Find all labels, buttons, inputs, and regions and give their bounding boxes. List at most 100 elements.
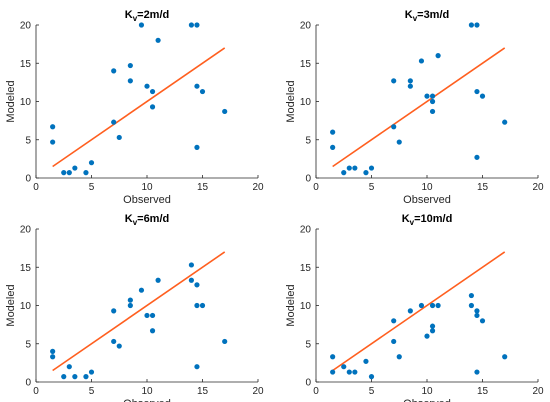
title-rest: =10m/d — [414, 213, 452, 225]
data-point — [194, 302, 200, 309]
panel-1: Kv=2m/d 0 5 10 15 20 0 5 10 15 20 Observed Modeled — [5, 9, 264, 206]
chart-title: Kv=6m/d — [125, 213, 170, 227]
title-base: K — [405, 9, 413, 21]
data-point — [429, 98, 436, 105]
data-point — [222, 108, 228, 115]
x-tick-label: 10 — [421, 386, 433, 397]
data-point — [50, 354, 56, 360]
data-point — [346, 165, 352, 171]
data-point — [144, 312, 150, 319]
x-axis-label: Observed — [403, 194, 451, 206]
data-point — [188, 22, 194, 28]
data-point — [66, 364, 72, 370]
data-point — [194, 144, 200, 150]
data-point — [88, 160, 95, 166]
data-point — [502, 119, 508, 125]
x-axis-label: Observed — [123, 194, 171, 206]
data-point — [188, 262, 194, 268]
data-point — [429, 328, 436, 334]
data-point — [429, 323, 436, 329]
data-point — [429, 108, 436, 115]
chart-title: Kv=10m/d — [402, 213, 453, 227]
data-point — [474, 312, 480, 319]
data-point — [435, 302, 441, 309]
data-point — [138, 22, 145, 28]
title-subscript: v — [413, 14, 418, 23]
x-tick-label: 0 — [313, 386, 319, 397]
data-point — [50, 124, 56, 130]
data-point — [127, 302, 133, 309]
title-base: K — [402, 213, 410, 225]
data-point — [330, 354, 336, 360]
data-point — [363, 170, 369, 176]
y-tick-label: 10 — [300, 97, 312, 108]
data-point — [149, 328, 156, 334]
data-point — [341, 170, 347, 176]
x-tick-label: 0 — [33, 182, 39, 193]
data-point — [155, 37, 161, 43]
data-point — [346, 369, 352, 375]
data-point — [188, 277, 194, 283]
data-point — [352, 165, 358, 171]
y-tick-label: 0 — [25, 378, 31, 389]
data-point — [61, 170, 67, 176]
data-point — [199, 88, 206, 95]
y-tick-label: 5 — [25, 339, 31, 350]
x-tick-label: 10 — [141, 386, 153, 397]
y-tick-label: 10 — [20, 97, 32, 108]
data-point — [391, 338, 397, 345]
data-point — [149, 104, 156, 110]
y-tick-label: 20 — [300, 225, 312, 236]
data-point — [116, 134, 122, 141]
y-tick-label: 15 — [300, 263, 312, 274]
data-point — [116, 343, 122, 349]
data-point — [391, 318, 397, 324]
data-point — [222, 338, 228, 345]
title-base: K — [125, 213, 133, 225]
data-point — [429, 302, 436, 309]
data-point — [424, 93, 430, 99]
data-point — [149, 88, 156, 95]
data-point — [138, 287, 145, 293]
x-tick-label: 15 — [477, 182, 489, 193]
data-point — [149, 312, 156, 319]
data-point — [396, 139, 402, 145]
x-tick-label: 0 — [33, 386, 39, 397]
data-point — [407, 308, 413, 314]
x-tick-label: 5 — [89, 386, 95, 397]
y-tick-label: 5 — [305, 135, 311, 146]
data-point — [479, 318, 486, 324]
x-tick-label: 0 — [313, 182, 319, 193]
y-tick-label: 20 — [20, 21, 32, 32]
data-point — [407, 78, 413, 84]
title-subscript: v — [133, 218, 138, 227]
y-tick-label: 15 — [20, 263, 32, 274]
data-point — [363, 358, 369, 364]
data-point — [83, 170, 89, 176]
chart-title: Kv=3m/d — [405, 9, 450, 23]
title-rest: =2m/d — [137, 9, 169, 21]
y-axis-label: Modeled — [5, 80, 17, 122]
data-point — [111, 308, 117, 314]
panel-3: Kv=6m/d 0 5 10 15 20 0 5 10 15 20 Observed Modeled — [5, 213, 264, 402]
data-point — [391, 124, 397, 130]
data-point — [330, 129, 336, 135]
y-tick-label: 0 — [305, 378, 311, 389]
y-tick-label: 0 — [25, 174, 31, 185]
x-tick-label: 5 — [369, 182, 375, 193]
data-point — [111, 338, 117, 345]
y-tick-label: 5 — [305, 339, 311, 350]
data-point — [435, 53, 441, 59]
data-point — [407, 83, 413, 89]
x-tick-label: 20 — [252, 386, 264, 397]
data-point — [502, 354, 508, 360]
data-point — [418, 58, 425, 64]
x-tick-label: 15 — [477, 386, 489, 397]
data-point — [83, 374, 89, 380]
data-point — [474, 22, 480, 28]
panel-2: Kv=3m/d 0 5 10 15 20 0 5 10 15 20 Observed Modeled — [285, 9, 544, 206]
title-subscript: v — [133, 14, 138, 23]
data-point — [50, 139, 56, 145]
data-point — [429, 93, 436, 99]
x-tick-label: 15 — [197, 182, 209, 193]
